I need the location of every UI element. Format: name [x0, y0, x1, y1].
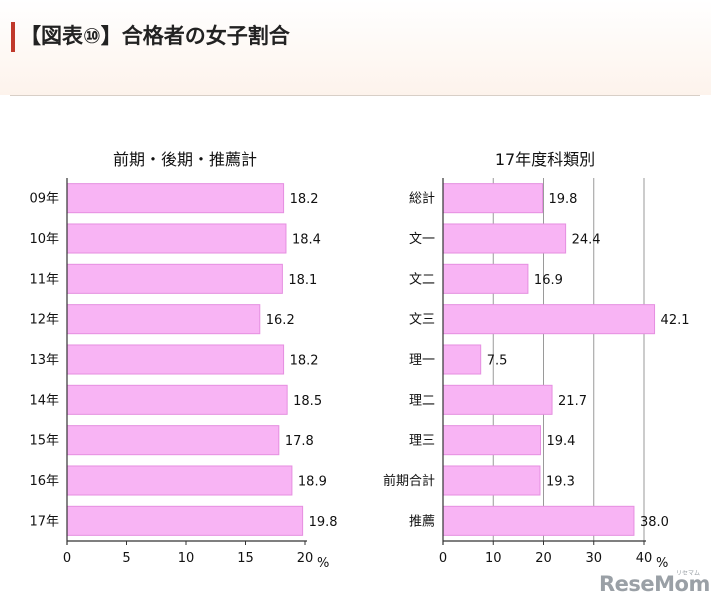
left-data-label: 16.2 — [266, 313, 295, 328]
right-category-label: 理三 — [409, 434, 435, 449]
left-category-label: 12年 — [29, 313, 59, 328]
right-bar — [442, 384, 553, 415]
right-data-label: 16.9 — [534, 273, 563, 288]
right-data-label: 19.4 — [546, 434, 575, 449]
right-bar — [442, 223, 567, 254]
left-data-label: 19.8 — [309, 515, 338, 530]
left-data-label: 18.4 — [292, 233, 321, 248]
right-category-label: 前期合計 — [383, 473, 435, 489]
left-data-label: 18.2 — [290, 354, 319, 369]
right-bar — [442, 465, 541, 496]
left-category-label: 13年 — [29, 353, 59, 368]
right-x-tick-label: 40 — [636, 551, 653, 566]
logo-subtext: リセマム — [676, 570, 701, 577]
chart-right-plot: 総計 19.8 文一 24.4 文二 16.9 文三 42.1 理一 7.5 理二 21.7 理三 19.… — [383, 178, 690, 571]
right-category-label: 理一 — [409, 353, 435, 368]
chart-left-plot: 09年 18.2 10年 18.4 11年 18.1 12年 16.2 13年 18.2 14年 18… — [29, 178, 338, 571]
left-category-label: 14年 — [29, 393, 59, 408]
right-x-tick-label: 30 — [585, 551, 602, 566]
chart-title-right: 17年度科類別 — [494, 150, 596, 169]
right-category-label: 理二 — [409, 393, 435, 408]
right-x-tick-label: 0 — [439, 551, 447, 566]
left-category-label: 17年 — [29, 514, 59, 529]
left-x-tick-label: 20 — [297, 551, 314, 566]
left-data-label: 18.9 — [298, 475, 327, 490]
left-category-label: 11年 — [29, 272, 59, 287]
right-category-label: 総計 — [409, 191, 435, 207]
left-data-label: 18.1 — [288, 273, 317, 288]
chart-title-left: 前期・後期・推薦計 — [112, 150, 257, 169]
resemom-logo: ReseMom — [599, 572, 710, 596]
left-x-tick-label: 10 — [178, 551, 195, 566]
left-category-label: 16年 — [29, 474, 59, 489]
left-bar — [66, 505, 304, 536]
left-bar — [66, 263, 283, 294]
right-data-label: 24.4 — [572, 233, 601, 248]
right-x-tick-label: 20 — [535, 551, 552, 566]
left-data-label: 17.8 — [285, 434, 314, 449]
right-category-label: 推薦 — [409, 514, 435, 529]
right-x-tick-label: 10 — [485, 551, 502, 566]
left-bar — [66, 465, 293, 496]
right-category-label: 文一 — [409, 232, 435, 247]
right-data-label: 21.7 — [558, 394, 587, 409]
right-bar — [442, 505, 635, 536]
left-data-label: 18.5 — [293, 394, 322, 409]
left-bar — [66, 425, 280, 456]
left-data-label: 18.2 — [290, 192, 319, 207]
left-x-unit: % — [317, 556, 329, 571]
left-bar — [66, 344, 285, 375]
right-data-label: 38.0 — [640, 515, 669, 530]
right-bar — [442, 263, 529, 294]
right-data-label: 19.3 — [546, 475, 575, 490]
right-data-label: 19.8 — [548, 192, 577, 207]
left-x-tick-label: 15 — [237, 551, 254, 566]
left-bar — [66, 384, 288, 415]
left-category-label: 09年 — [29, 192, 59, 207]
left-bar — [66, 223, 287, 254]
right-data-label: 7.5 — [487, 354, 508, 369]
header-divider — [10, 95, 700, 96]
right-bar — [442, 344, 482, 375]
page-title: 【図表⑩】合格者の女子割合 — [20, 24, 290, 48]
right-data-label: 42.1 — [661, 313, 690, 328]
right-bar — [442, 425, 541, 456]
left-x-tick-label: 0 — [63, 551, 71, 566]
left-category-label: 15年 — [29, 434, 59, 449]
right-category-label: 文三 — [409, 313, 435, 328]
right-bar — [442, 304, 656, 335]
left-bar — [66, 183, 285, 214]
right-bar — [442, 183, 543, 214]
page-header: 【図表⑩】合格者の女子割合 — [0, 0, 711, 95]
right-x-unit: % — [656, 556, 668, 571]
header-accent-bar — [11, 22, 15, 52]
left-category-label: 10年 — [29, 232, 59, 247]
left-bar — [66, 304, 261, 335]
right-category-label: 文二 — [409, 272, 435, 287]
left-x-tick-label: 5 — [122, 551, 130, 566]
